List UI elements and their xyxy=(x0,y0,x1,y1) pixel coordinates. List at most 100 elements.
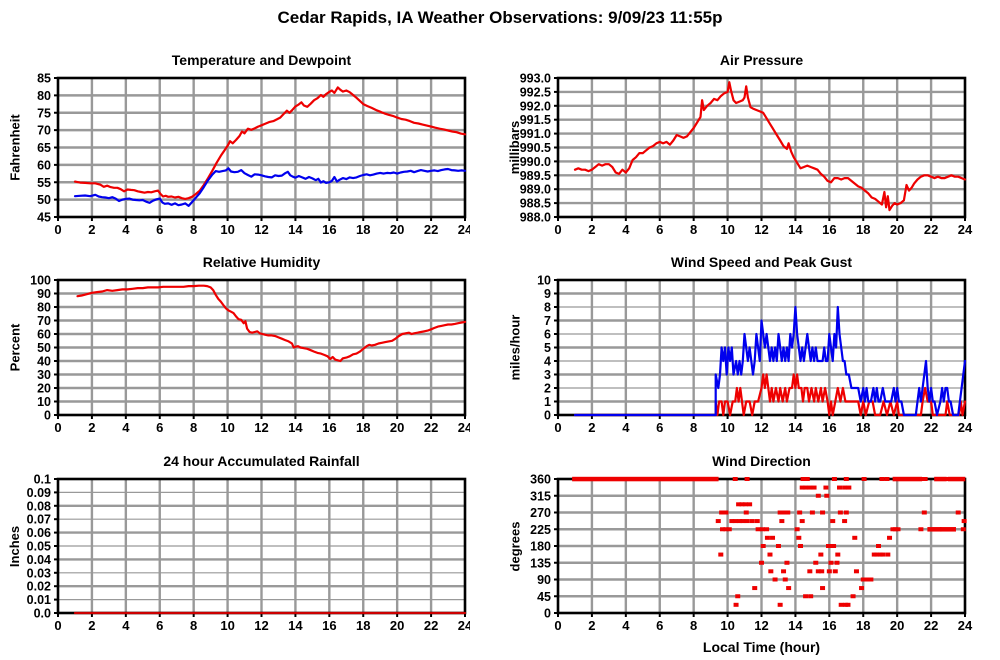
y-tick-label: 180 xyxy=(530,540,551,554)
x-tick-label: 18 xyxy=(856,420,870,435)
y-tick-label: 0 xyxy=(544,607,551,621)
x-tick-label: 8 xyxy=(690,618,697,633)
temperature-dewpoint-chart: 0 2 4 6 8 10 12 14 16 18 20 22 24 45 50 55 60 65 70 75 80 85 … xyxy=(0,50,471,245)
y-tick-label: 225 xyxy=(530,523,551,537)
x-tick-label: 0 xyxy=(54,222,61,237)
x-tick-label: 10 xyxy=(720,222,734,237)
x-tick-label: 20 xyxy=(390,420,404,435)
axis-ticks: 0 2 4 6 8 10 12 14 16 18 20 22 240.00.010.020.030.04… xyxy=(27,473,470,634)
x-tick-label: 16 xyxy=(322,222,336,237)
y-tick-label: 0.03 xyxy=(27,566,51,580)
y-tick-label: 992.0 xyxy=(520,99,551,113)
y-axis-label: millibars xyxy=(507,120,523,175)
y-axis-label: Fahrenheit xyxy=(7,114,23,181)
y-tick-label: 7 xyxy=(544,314,551,328)
y-tick-label: 993.0 xyxy=(520,72,551,86)
gridlines xyxy=(558,78,965,217)
air-pressure-chart: 0 2 4 6 8 10 12 14 16 18 20 22 24 988.0 988.5 989.0 989.… xyxy=(500,50,980,245)
y-tick-label: 50 xyxy=(37,193,51,207)
y-tick-label: 0.05 xyxy=(27,540,51,554)
y-tick-label: 80 xyxy=(37,301,51,315)
y-tick-label: 80 xyxy=(37,89,51,103)
x-tick-label: 0 xyxy=(554,222,561,237)
chart-title: Temperature and Dewpoint xyxy=(171,52,352,68)
x-tick-label: 8 xyxy=(690,420,697,435)
x-tick-label: 4 xyxy=(122,618,130,633)
y-tick-label: 0.06 xyxy=(27,526,51,540)
wind-direction-plot: 0 2 4 6 8 10 12 14 16 18 20 22 240459013518022527031… xyxy=(530,473,973,634)
x-tick-label: 2 xyxy=(588,222,595,237)
y-axis-label: Inches xyxy=(7,525,23,567)
x-tick-label: 12 xyxy=(254,222,268,237)
y-tick-label: 990.5 xyxy=(520,141,551,155)
y-tick-label: 9 xyxy=(544,287,551,301)
series-pressure xyxy=(573,81,967,212)
x-tick-label: 4 xyxy=(622,420,630,435)
y-tick-label: 988.5 xyxy=(520,197,551,211)
x-tick-label: 0 xyxy=(54,618,61,633)
series-dewpoint xyxy=(73,167,467,207)
x-tick-label: 10 xyxy=(220,222,234,237)
y-tick-label: 70 xyxy=(37,124,51,138)
x-tick-label: 12 xyxy=(254,618,268,633)
x-tick-label: 24 xyxy=(458,222,470,237)
y-tick-label: 70 xyxy=(37,314,51,328)
x-tick-label: 14 xyxy=(788,618,803,633)
x-tick-label: 16 xyxy=(822,618,836,633)
x-tick-label: 12 xyxy=(754,222,768,237)
y-tick-label: 990.0 xyxy=(520,155,551,169)
axis-ticks: 0 2 4 6 8 10 12 14 16 18 20 22 24988.0988.5989.0989.… xyxy=(520,72,973,238)
y-tick-label: 45 xyxy=(37,211,51,225)
y-tick-label: 10 xyxy=(537,274,551,288)
y-tick-label: 5 xyxy=(544,341,551,355)
x-tick-label: 20 xyxy=(890,222,904,237)
y-tick-label: 135 xyxy=(530,556,551,570)
series-temperature xyxy=(73,86,467,200)
gridlines xyxy=(58,280,465,415)
gridlines xyxy=(58,479,465,613)
y-tick-label: 6 xyxy=(544,328,551,342)
y-tick-label: 20 xyxy=(37,382,51,396)
axis-ticks: 0 2 4 6 8 10 12 14 16 18 20 22 240102030405060708090… xyxy=(30,274,470,436)
y-tick-label: 30 xyxy=(37,368,51,382)
gridlines xyxy=(58,78,465,217)
x-tick-label: 18 xyxy=(356,618,370,633)
y-tick-label: 90 xyxy=(37,287,51,301)
y-tick-label: 90 xyxy=(537,573,551,587)
y-tick-label: 989.0 xyxy=(520,183,551,197)
x-tick-label: 0 xyxy=(54,420,61,435)
relative-humidity-chart: 0 2 4 6 8 10 12 14 16 18 20 22 24 0 10 20 30 40 50 60 70 80 90… xyxy=(0,252,470,447)
x-tick-label: 14 xyxy=(288,618,303,633)
series-wind-direction xyxy=(572,476,967,607)
x-tick-label: 20 xyxy=(890,618,904,633)
x-axis-label: Local Time (hour) xyxy=(702,639,821,655)
x-tick-label: 18 xyxy=(856,618,870,633)
y-tick-label: 0.07 xyxy=(27,513,51,527)
y-tick-label: 75 xyxy=(37,106,51,120)
y-tick-label: 991.5 xyxy=(520,113,551,127)
y-tick-label: 0.04 xyxy=(27,553,51,567)
y-tick-label: 60 xyxy=(37,328,51,342)
y-tick-label: 0 xyxy=(544,409,551,423)
y-tick-label: 1 xyxy=(544,395,551,409)
y-tick-label: 992.5 xyxy=(520,85,551,99)
x-tick-label: 14 xyxy=(788,222,803,237)
x-tick-label: 6 xyxy=(156,222,163,237)
y-tick-label: 40 xyxy=(37,355,51,369)
y-tick-label: 0.02 xyxy=(27,580,51,594)
wind-direction-chart: 0 2 4 6 8 10 12 14 16 18 20 22 24 0 45 90 135 180 225 270 31… xyxy=(500,451,980,659)
wind-speed-gust-chart: 0 2 4 6 8 10 12 14 16 18 20 22 24 0 1 2 3 4 5 6 7 8 9 10 Wind S… xyxy=(500,252,980,447)
x-tick-label: 4 xyxy=(122,420,130,435)
x-tick-label: 2 xyxy=(88,420,95,435)
x-tick-label: 6 xyxy=(156,420,163,435)
x-tick-label: 18 xyxy=(356,222,370,237)
y-tick-label: 4 xyxy=(544,355,551,369)
x-tick-label: 6 xyxy=(656,618,663,633)
rainfall-plot: 0 2 4 6 8 10 12 14 16 18 20 22 240.00.010.020.030.04… xyxy=(27,473,470,634)
x-tick-label: 24 xyxy=(458,618,470,633)
y-tick-label: 0.1 xyxy=(34,473,51,487)
y-tick-label: 989.5 xyxy=(520,169,551,183)
